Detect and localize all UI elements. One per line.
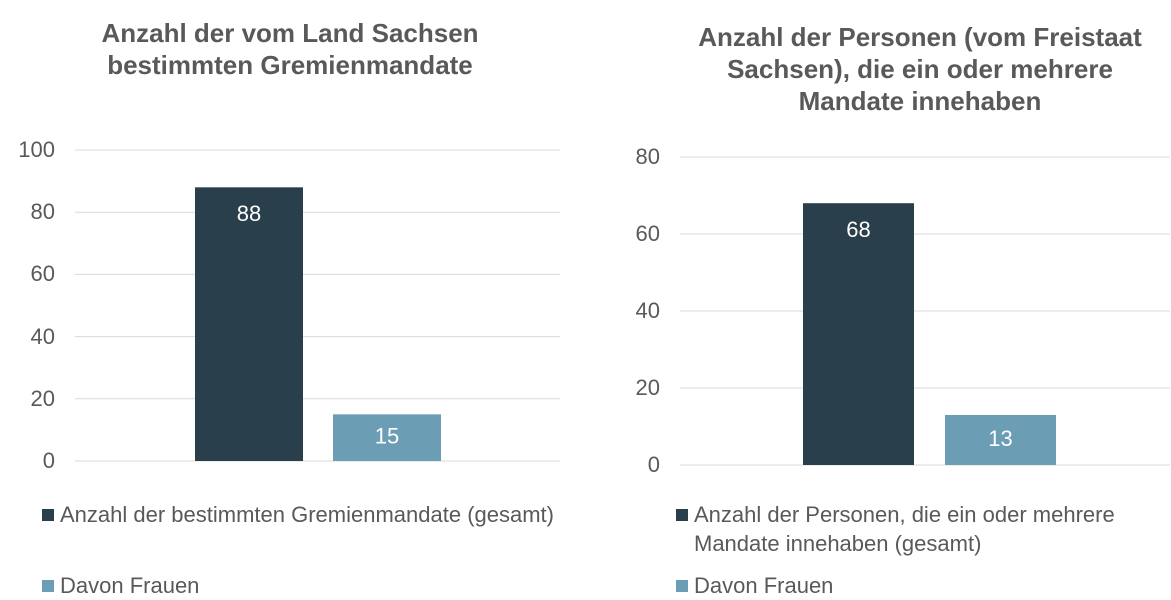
- y-tick-label: 60: [635, 221, 660, 246]
- y-tick-label: 20: [635, 375, 660, 400]
- bar: [195, 187, 303, 461]
- legend-label: Davon Frauen: [694, 573, 834, 598]
- data-label: 15: [375, 423, 399, 448]
- data-label: 13: [988, 426, 1012, 451]
- legend-label: Davon Frauen: [60, 573, 200, 598]
- bar: [803, 203, 914, 465]
- bar: [333, 414, 441, 461]
- bar: [945, 414, 1056, 465]
- legend-swatch: [676, 580, 688, 592]
- chart-title: Anzahl der vom Land Sachsen bestimmten G…: [101, 18, 479, 80]
- y-tick-label: 40: [30, 323, 55, 349]
- legend-swatch: [676, 509, 688, 521]
- y-tick-label: 80: [30, 199, 55, 225]
- y-tick-label: 40: [635, 298, 660, 323]
- legend-label: Anzahl der bestimmten Gremienmandate (ge…: [60, 502, 554, 527]
- y-tick-label: 0: [42, 448, 55, 473]
- y-tick-label: 100: [18, 137, 55, 162]
- data-label: 68: [846, 217, 870, 242]
- chart-title: Anzahl der Personen (vom Freistaat Sachs…: [698, 22, 1142, 116]
- legend-swatch: [42, 580, 54, 592]
- y-tick-label: 0: [647, 452, 660, 477]
- y-tick-label: 80: [635, 144, 660, 169]
- y-tick-label: 20: [30, 385, 55, 411]
- data-label: 88: [237, 201, 261, 226]
- y-tick-label: 60: [30, 261, 55, 287]
- legend-swatch: [42, 509, 54, 521]
- legend-label: Anzahl der Personen, die ein oder mehrer…: [694, 502, 1115, 556]
